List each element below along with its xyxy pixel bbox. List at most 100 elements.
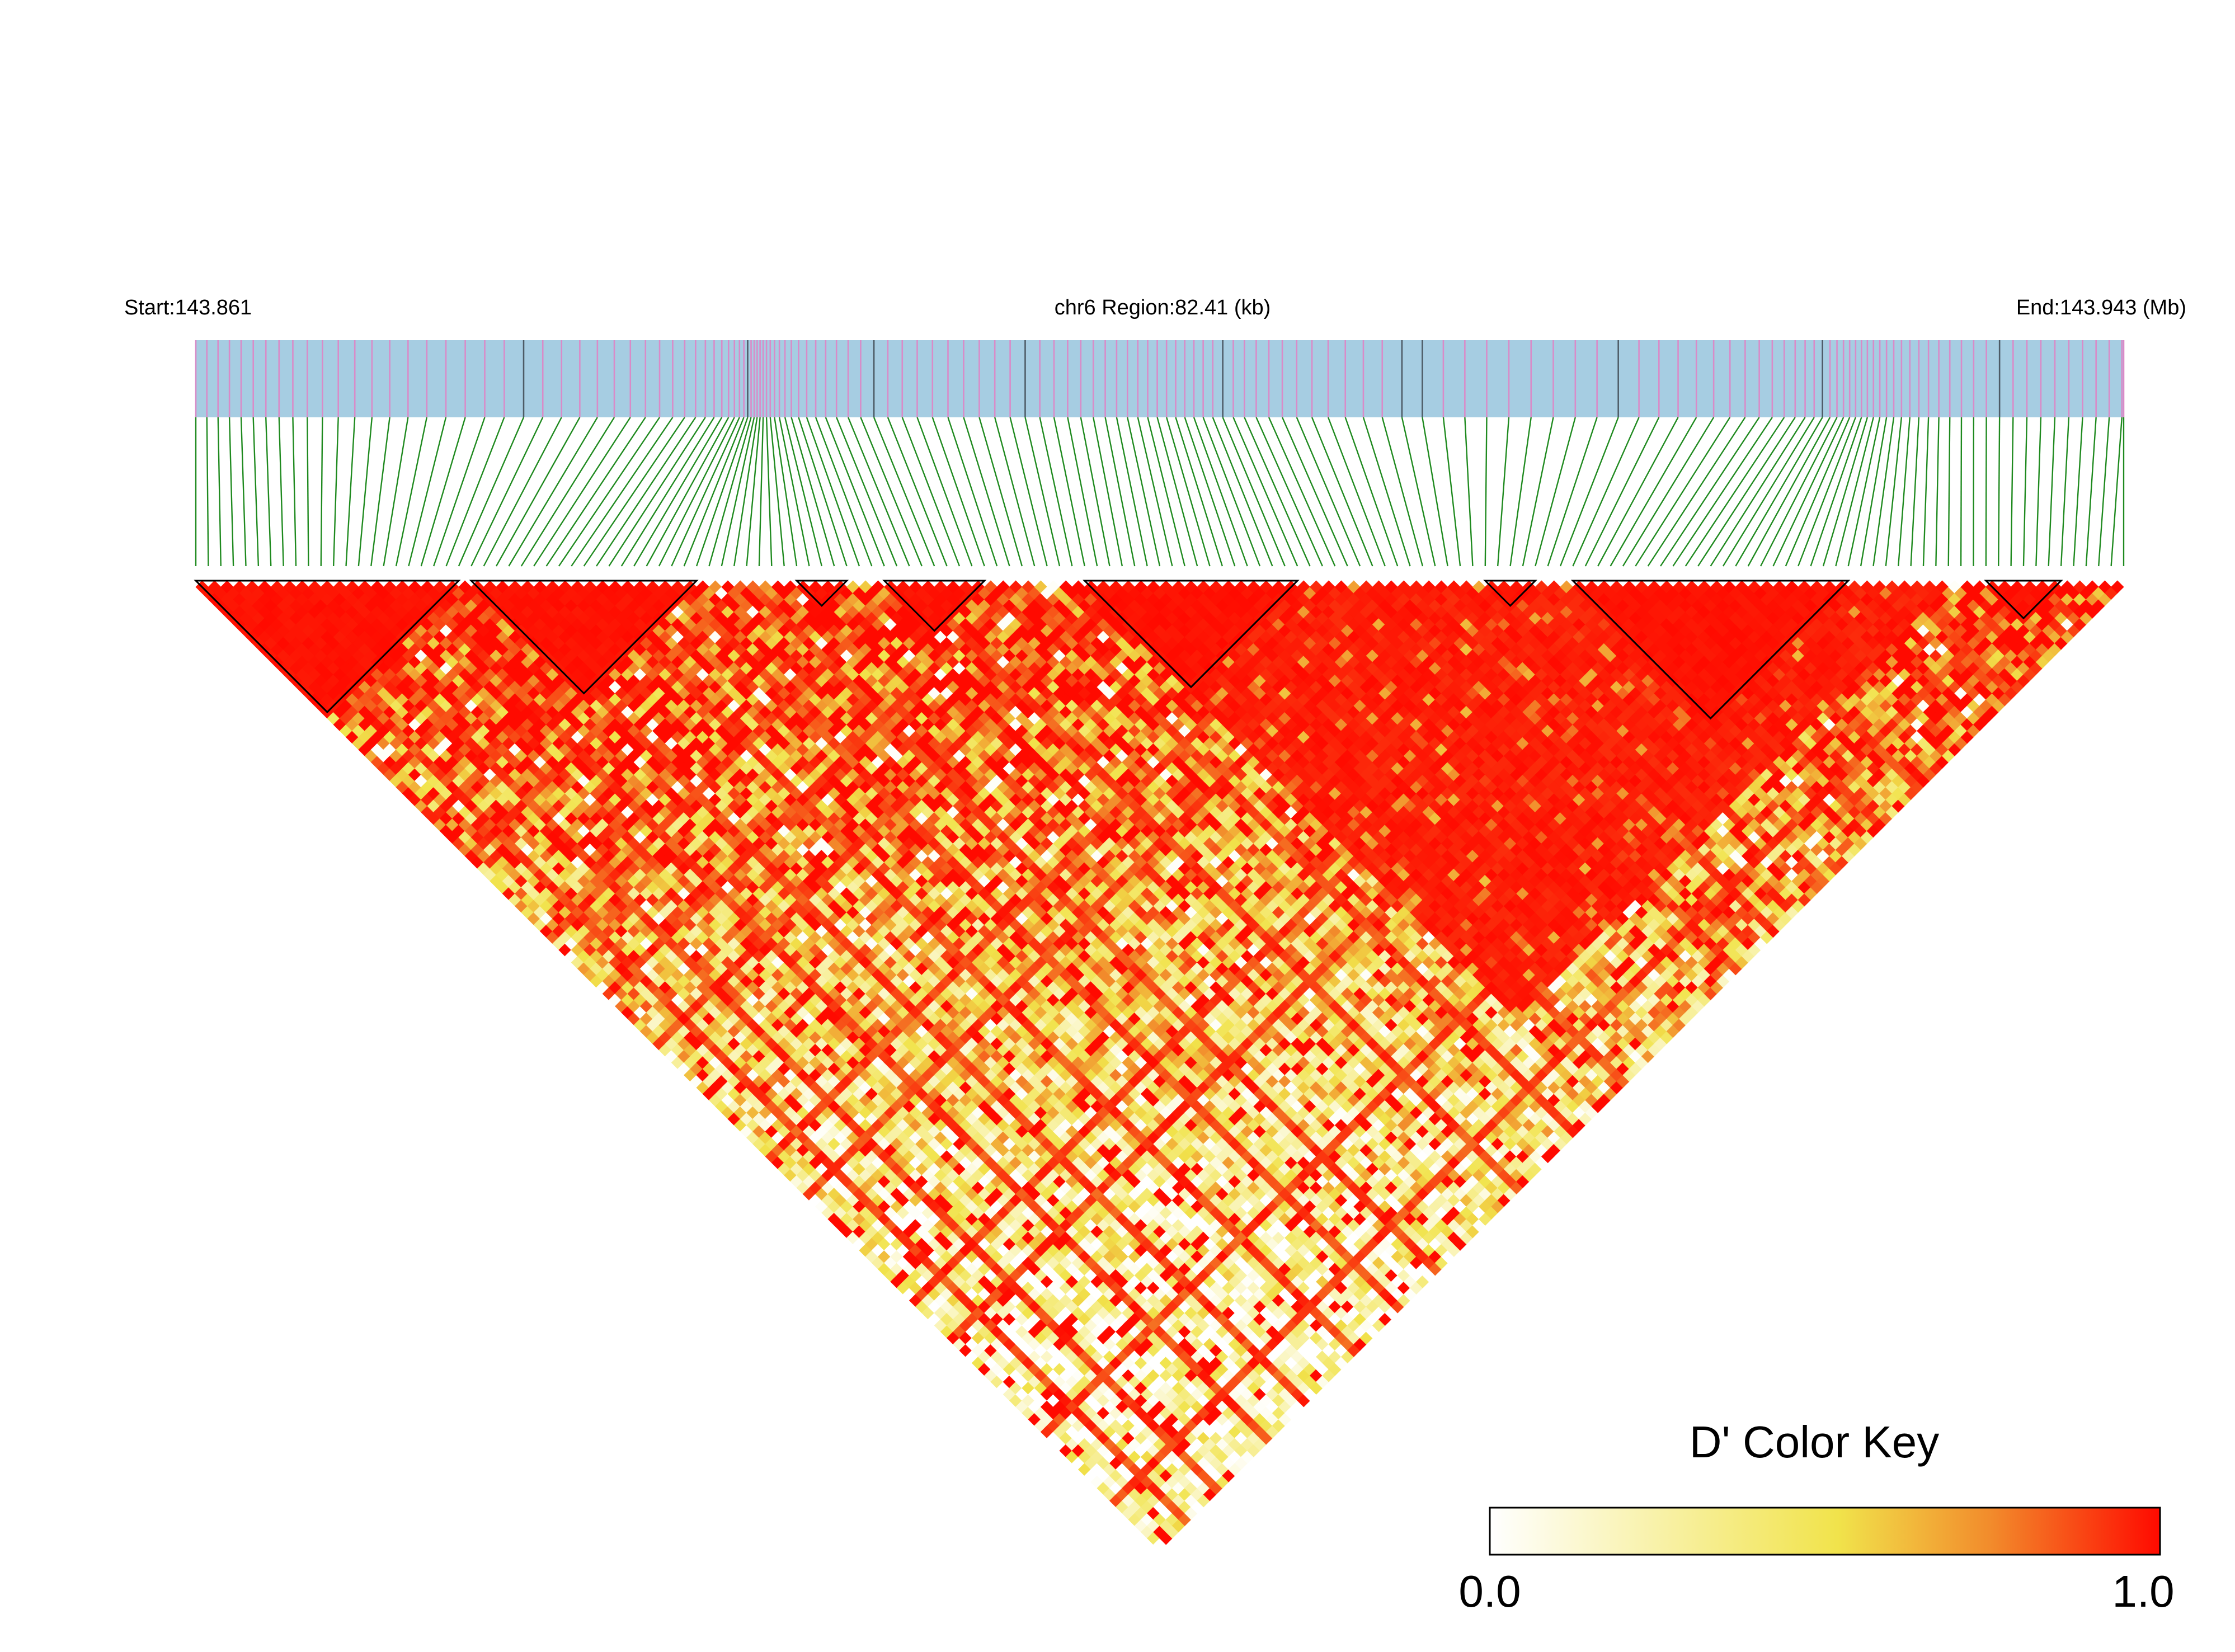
snp-connector [1127, 417, 1161, 567]
snp-connector [1202, 417, 1261, 567]
snp-connector [265, 417, 272, 567]
snp-connector [1381, 417, 1424, 567]
snp-connector [658, 417, 735, 567]
snp-connector [931, 417, 985, 567]
snp-connector [1772, 417, 1845, 567]
snp-connector [483, 417, 562, 567]
snp-connector [2022, 417, 2028, 567]
snp-connector [1232, 417, 1298, 567]
snp-connector [1039, 417, 1073, 567]
snp-connector [240, 417, 247, 567]
snp-connector [1464, 417, 1474, 567]
snp-connector [695, 417, 749, 567]
snp-connector [1898, 417, 1911, 567]
snp-connector [533, 417, 631, 567]
snp-connector [784, 417, 822, 567]
snp-connector [1635, 417, 1731, 567]
snp-connector [445, 417, 505, 567]
snp-connector [746, 417, 761, 567]
snp-connector [769, 417, 785, 567]
snp-connector [408, 417, 447, 567]
snp-connector [1947, 417, 1951, 567]
snp-connector [2073, 417, 2083, 567]
snp-connector [1697, 417, 1796, 567]
snp-connector [860, 417, 923, 567]
snp-connector [1722, 417, 1815, 567]
end-label: End:143.943 (Mb) [2016, 296, 2186, 319]
snp-connector [1497, 417, 1510, 567]
snp-connector [798, 417, 848, 567]
snp-connector [815, 417, 873, 567]
snp-connector [583, 417, 685, 567]
snp-connector [495, 417, 581, 567]
snp-connector [1660, 417, 1760, 567]
snp-connector [1572, 417, 1640, 567]
snp-connector [1622, 417, 1715, 567]
snp-connector [1212, 417, 1273, 567]
snp-connector [292, 417, 297, 567]
snp-connector [1255, 417, 1323, 567]
snp-connector [758, 417, 764, 567]
snp-connector [278, 417, 284, 567]
snp-connector [806, 417, 860, 567]
snp-connector [608, 417, 706, 567]
snp-connector [1522, 417, 1554, 567]
snp-connector [1822, 417, 1869, 567]
snp-connector [765, 417, 773, 567]
region-label: chr6 Region:82.41 (kb) [1055, 296, 1271, 319]
snp-connector [1422, 417, 1448, 567]
snp-connector [520, 417, 615, 567]
snp-connector [2085, 417, 2097, 567]
snp-connector [994, 417, 1036, 567]
ld-matrix [195, 580, 2124, 1551]
snp-connector [1327, 417, 1386, 567]
snp-connector [1147, 417, 1185, 567]
snp-connector [1610, 417, 1697, 567]
snp-connector [2035, 417, 2042, 567]
snp-connector [1484, 417, 1488, 567]
snp-connector [1244, 417, 1311, 567]
snp-connector [458, 417, 525, 567]
snp-connector [1847, 417, 1881, 567]
snp-connector [646, 417, 730, 567]
snp-connector [1647, 417, 1746, 567]
snp-connector [332, 417, 339, 567]
snp-connector [252, 417, 260, 567]
snp-connector [1835, 417, 1874, 567]
snp-connector [1922, 417, 1930, 567]
snp-connector [1747, 417, 1831, 567]
snp-connector [1193, 417, 1248, 567]
snp-connector [1067, 417, 1098, 567]
snp-connector [433, 417, 486, 567]
snp-connector [1296, 417, 1361, 567]
snp-connector [1281, 417, 1348, 567]
snp-connector [1810, 417, 1862, 567]
snp-connector [508, 417, 598, 567]
snp-connector [1184, 417, 1236, 567]
snp-connector [2060, 417, 2070, 567]
snp-connector [1597, 417, 1679, 567]
snp-connector [708, 417, 752, 567]
snp-connector [1268, 417, 1336, 567]
snp-connector [1584, 417, 1660, 567]
snp-connector [383, 417, 409, 567]
snp-connector [545, 417, 646, 567]
snp-connector [1362, 417, 1411, 567]
snp-connector [671, 417, 740, 567]
snp-connector [320, 417, 323, 567]
snp-connector [1885, 417, 1903, 567]
snp-connector [1116, 417, 1148, 567]
snp-connector [1080, 417, 1111, 567]
snp-connector [1166, 417, 1211, 567]
snp-connector [370, 417, 390, 567]
snp-connector [206, 417, 209, 567]
snp-connector [620, 417, 715, 567]
snp-connector [1311, 417, 1373, 567]
snp-connector [420, 417, 466, 567]
snp-connector [825, 417, 885, 567]
snp-connector [791, 417, 835, 567]
snp-connector [1053, 417, 1085, 567]
snp-connector [395, 417, 428, 567]
snp-connector [1672, 417, 1773, 567]
